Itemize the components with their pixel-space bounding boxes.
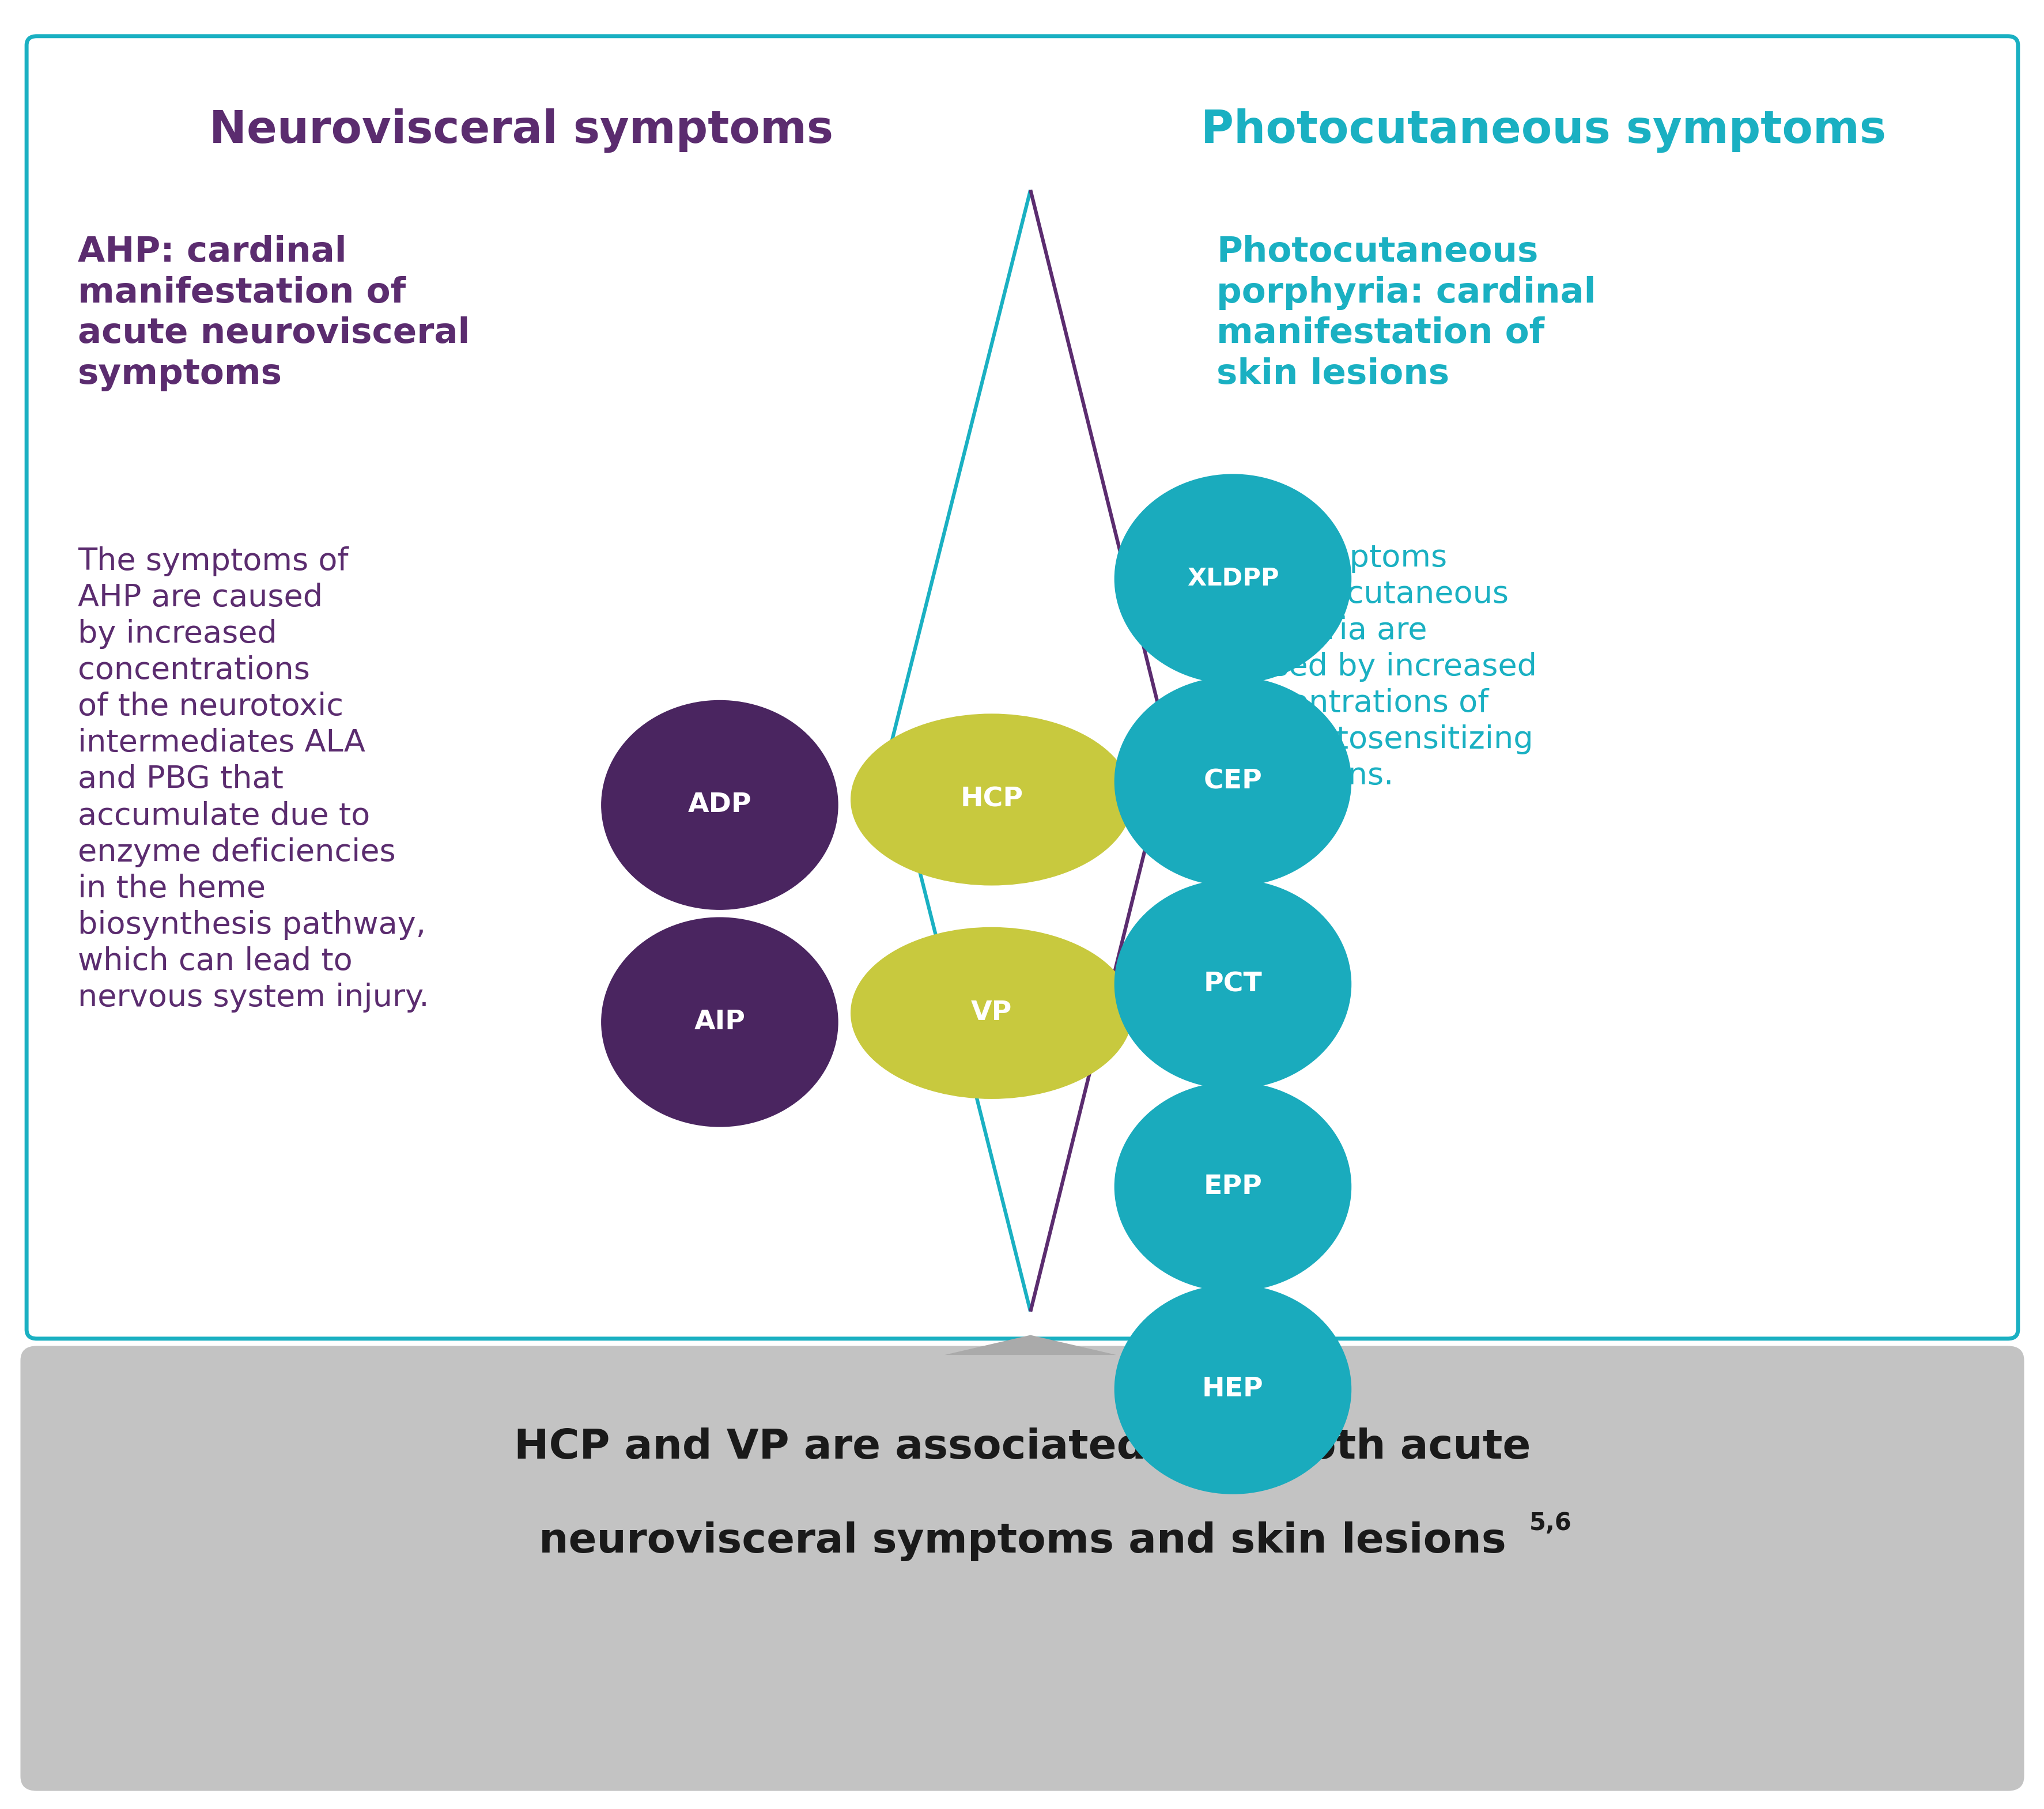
FancyBboxPatch shape — [20, 1346, 2024, 1791]
Circle shape — [1114, 474, 1351, 684]
Text: AHP: cardinal
manifestation of
acute neurovisceral
symptoms: AHP: cardinal manifestation of acute neu… — [78, 235, 470, 391]
Circle shape — [1114, 879, 1351, 1089]
Text: PCT: PCT — [1204, 971, 1261, 997]
Circle shape — [1114, 677, 1351, 886]
Text: CEP: CEP — [1204, 769, 1261, 794]
Polygon shape — [944, 1335, 1116, 1355]
FancyBboxPatch shape — [27, 36, 2017, 1339]
Text: XLDPP: XLDPP — [1188, 566, 1278, 592]
Text: Photocutaneous symptoms: Photocutaneous symptoms — [1200, 109, 1887, 154]
Text: AIP: AIP — [693, 1009, 746, 1035]
Circle shape — [601, 700, 838, 910]
Text: Neurovisceral symptoms: Neurovisceral symptoms — [208, 109, 834, 154]
Text: Photocutaneous
porphyria: cardinal
manifestation of
skin lesions: Photocutaneous porphyria: cardinal manif… — [1216, 235, 1596, 391]
Circle shape — [1114, 1284, 1351, 1494]
Text: ADP: ADP — [687, 792, 752, 818]
Text: neurovisceral symptoms and skin lesions: neurovisceral symptoms and skin lesions — [538, 1521, 1506, 1561]
Text: HCP: HCP — [961, 787, 1022, 812]
Text: HCP and VP are associated with both acute: HCP and VP are associated with both acut… — [513, 1427, 1531, 1467]
Text: The symptoms
of photocutaneous
porphyria are
caused by increased
concentrations : The symptoms of photocutaneous porphyria… — [1216, 543, 1537, 791]
Text: 5,6: 5,6 — [1529, 1511, 1572, 1536]
Text: EPP: EPP — [1204, 1174, 1261, 1199]
Text: VP: VP — [971, 1000, 1012, 1026]
Text: The symptoms of
AHP are caused
by increased
concentrations
of the neurotoxic
int: The symptoms of AHP are caused by increa… — [78, 546, 429, 1013]
Ellipse shape — [850, 713, 1132, 886]
Text: HEP: HEP — [1202, 1377, 1263, 1402]
Circle shape — [1114, 1082, 1351, 1292]
Circle shape — [601, 917, 838, 1127]
Ellipse shape — [850, 926, 1132, 1100]
